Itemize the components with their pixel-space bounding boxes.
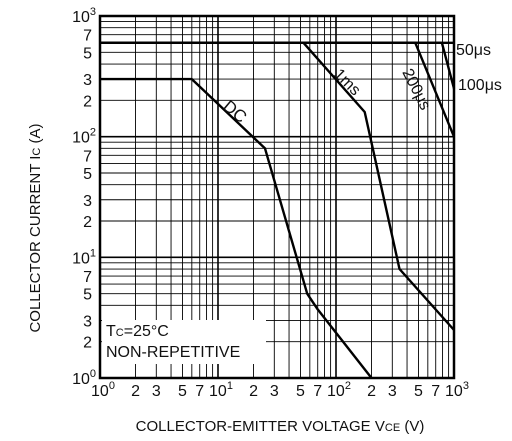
x-tick-label: 7	[195, 383, 204, 400]
series-label-50us: 50μs	[456, 42, 491, 59]
y-tick-label: 3	[83, 313, 92, 330]
x-tick-label: 5	[414, 383, 423, 400]
x-tick-label: 3	[152, 383, 161, 400]
x-tick-label: 100	[91, 380, 115, 400]
series-line-dc	[100, 77, 373, 379]
x-tick-label: 3	[270, 383, 279, 400]
y-tick-label: 100	[72, 368, 96, 388]
x-tick-label: 3	[388, 383, 397, 400]
series-label-1ms: 1ms	[330, 66, 363, 99]
x-tick-label: 2	[367, 383, 376, 400]
y-tick-label: 7	[83, 148, 92, 165]
y-tick-label: 7	[83, 269, 92, 286]
x-axis-label: COLLECTOR-EMITTER VOLTAGE VCE (V)	[136, 418, 425, 435]
x-tick-label: 5	[296, 383, 305, 400]
series-label-dc: DC	[219, 97, 250, 127]
grid-lines	[100, 16, 454, 378]
y-tick-label: 102	[72, 127, 96, 147]
x-tick-label: 102	[327, 380, 351, 400]
y-tick-label: 103	[72, 6, 96, 26]
x-tick-label: 101	[209, 380, 233, 400]
y-tick-label: 101	[72, 247, 96, 267]
x-tick-label: 5	[178, 383, 187, 400]
y-axis-label: COLLECTOR CURRENT IC (A)	[27, 123, 44, 332]
x-tick-label: 7	[431, 383, 440, 400]
y-tick-label: 7	[83, 28, 92, 45]
x-tick-label: 2	[131, 383, 140, 400]
y-tick-label: 3	[83, 193, 92, 210]
annotation-temperature: TC=25°C	[106, 323, 169, 340]
y-tick-label: 2	[83, 335, 92, 352]
series-label-100us: 100μs	[458, 77, 502, 94]
series-line-200us	[100, 41, 456, 138]
y-tick-label: 2	[83, 214, 92, 231]
y-tick-label: 2	[83, 93, 92, 110]
x-tick-label: 7	[313, 383, 322, 400]
x-tick-labels: 100 2 3 5 7 101 2 3 5 7 102 2 3 5 7 103	[91, 380, 469, 400]
y-tick-label: 5	[83, 287, 92, 304]
y-tick-label: 5	[83, 45, 92, 62]
y-tick-label: 3	[83, 72, 92, 89]
annotation-box	[102, 320, 266, 364]
chart-series	[100, 41, 456, 379]
plot-frame	[98, 14, 456, 380]
annotation-non-repetitive: NON-REPETITIVE	[106, 344, 240, 361]
x-tick-label: 2	[249, 383, 258, 400]
x-tick-label: 103	[445, 380, 469, 400]
series-line-100us	[100, 41, 456, 89]
y-tick-label: 5	[83, 166, 92, 183]
